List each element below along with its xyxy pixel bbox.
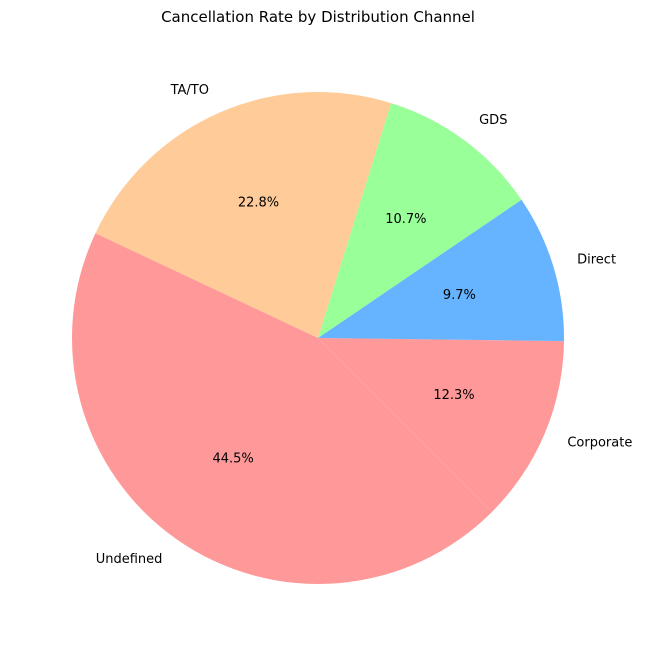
pie-slice-direct xyxy=(318,199,564,342)
percent-label-corporate: 12.3% xyxy=(433,388,474,403)
percent-label-ta-to: 22.8% xyxy=(238,195,279,210)
category-label-undefined: Undefined xyxy=(96,552,163,567)
pie-slice-gds xyxy=(318,103,522,338)
category-label-direct: Direct xyxy=(577,253,616,268)
pie-labels: Corporate 12.3% Direct 9.7% GDS 10.7% TA/TO 22.… xyxy=(96,83,633,567)
category-label-gds: GDS xyxy=(479,113,507,128)
category-label-corporate: Corporate xyxy=(567,436,632,451)
pie-slices xyxy=(72,92,564,584)
pie-slice-ta-to xyxy=(95,92,392,338)
percent-label-direct: 9.7% xyxy=(443,288,476,303)
percent-label-gds: 10.7% xyxy=(385,212,426,227)
pie-slice-undefined xyxy=(72,233,492,584)
pie-slice-corporate xyxy=(318,338,564,512)
percent-label-undefined: 44.5% xyxy=(212,451,253,466)
category-label-ta-to: TA/TO xyxy=(170,83,209,98)
chart-title: Cancellation Rate by Distribution Channe… xyxy=(161,8,475,26)
